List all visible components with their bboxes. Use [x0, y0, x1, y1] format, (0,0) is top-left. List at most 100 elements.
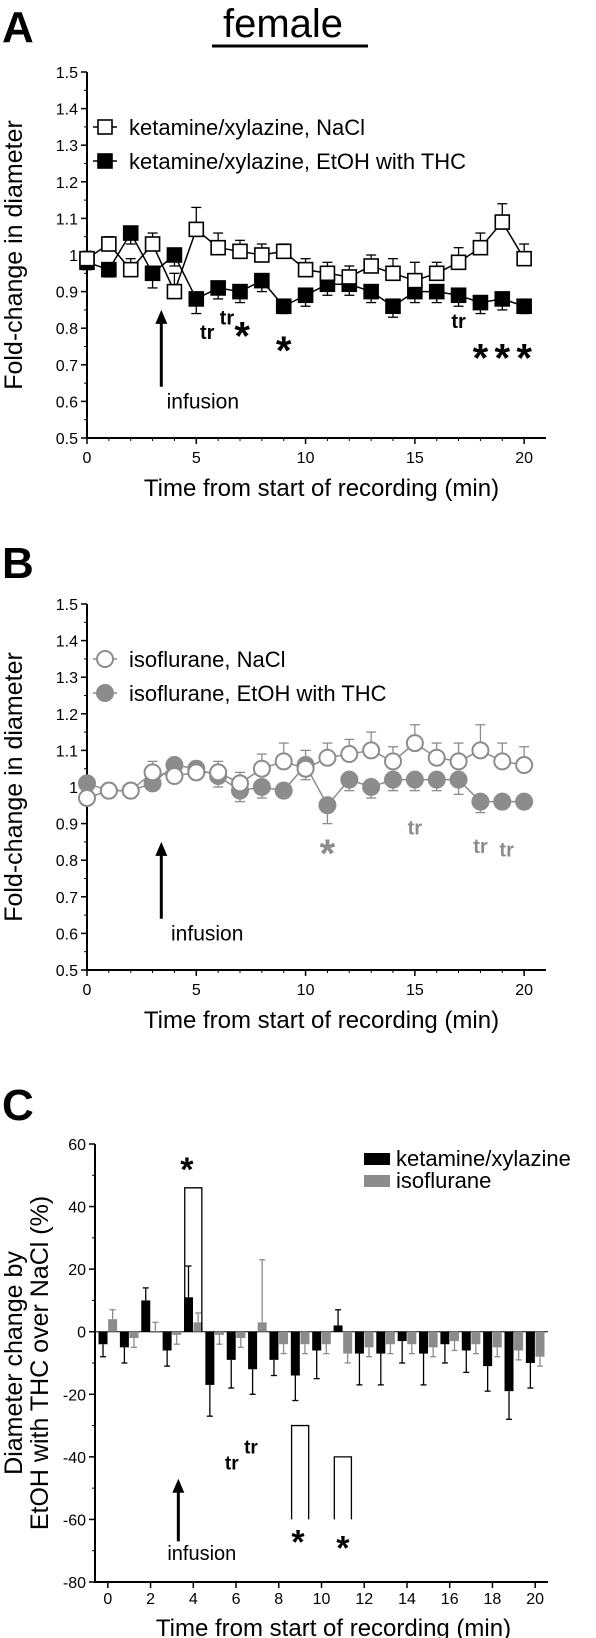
bar [385, 1331, 395, 1345]
panel-letter-a: A [2, 3, 34, 52]
significance-bracket [290, 1424, 310, 1520]
x-axis-label: Time from start of recording (min) [144, 1007, 499, 1034]
x-tick-label: 16 [441, 1591, 459, 1608]
y-tick-label: 0.7 [56, 358, 78, 375]
y-tick-label: 0.6 [56, 926, 78, 943]
axis-lines [94, 1144, 548, 1583]
y-tick-label: 1.2 [56, 175, 78, 192]
significance-marker: tr [451, 311, 466, 333]
data-point [362, 741, 381, 760]
x-tick-label: 0 [83, 982, 92, 999]
bar-series-0 [98, 1265, 535, 1420]
data-point [407, 272, 423, 289]
y-tick-label: 0.9 [56, 817, 78, 834]
bar [450, 1331, 460, 1342]
bar [333, 1325, 343, 1332]
x-tick-label: 8 [274, 1591, 283, 1608]
panel-a-chart: 0.5 0.6 0.7 0.8 0.9 1 1.1 1.2 1.3 1.4 1.5 0 5 10 15 20 T… [0, 65, 546, 502]
data-point [340, 745, 359, 764]
x-tick-label: 10 [313, 1591, 331, 1608]
legend-label: ketamine/xylazine, EtOH with THC [129, 149, 466, 174]
y-axis-label-line-2: EtOH with THC over NaCl (%) [26, 1196, 54, 1530]
x-tick-label: 12 [355, 1591, 373, 1608]
data-point [275, 243, 292, 260]
y-tick-label: 1.3 [56, 138, 78, 155]
data-point [494, 214, 511, 230]
x-tick-label: 0 [83, 450, 92, 467]
x-tick-label: 20 [526, 1591, 544, 1608]
bar [376, 1331, 386, 1354]
data-point [166, 283, 183, 300]
y-tick-label: 0.9 [56, 285, 78, 302]
bar-series-1 [108, 1259, 545, 1367]
data-point [363, 283, 379, 300]
data-point [516, 298, 532, 315]
bar [397, 1331, 407, 1342]
data-point [427, 770, 446, 789]
y-axis-label: Fold-change in diameter [0, 652, 28, 922]
legend-label: ketamine/xylazine [396, 1146, 571, 1171]
data-point [363, 258, 379, 274]
data-point [515, 756, 534, 775]
data-point [101, 261, 117, 278]
data-point [144, 265, 161, 282]
bar [407, 1331, 417, 1345]
y-tick-label: 0 [77, 1325, 86, 1342]
x-tick-label: 20 [515, 982, 533, 999]
panel-letter-c: C [2, 1081, 34, 1130]
y-tick-label: -60 [63, 1512, 86, 1529]
data-point [450, 287, 467, 304]
y-tick-label: 0.8 [56, 853, 78, 870]
bar [492, 1331, 502, 1348]
y-tick-label: 0.5 [56, 431, 78, 448]
y-tick-label: -40 [63, 1450, 86, 1467]
y-tick-label: -20 [63, 1387, 86, 1404]
legend-label: isoflurane [396, 1168, 491, 1193]
infusion-label: infusion [167, 391, 239, 414]
panel-letter-b: B [2, 539, 34, 588]
x-tick-label: 5 [192, 982, 201, 999]
bar [525, 1331, 535, 1363]
data-point [274, 752, 293, 771]
bar [504, 1331, 514, 1392]
data-point [405, 770, 424, 789]
bar [461, 1331, 471, 1351]
y-tick-label: -80 [63, 1575, 86, 1592]
bar [141, 1300, 151, 1332]
panel-c-chart: -80 -60 -40 -20 0 20 40 60 0 2 4 6 8 10 12 14 16 18 20 Time… [0, 1137, 571, 1638]
bar [514, 1331, 524, 1351]
significance-marker: * [336, 1530, 350, 1568]
infusion-label: infusion [171, 923, 243, 946]
x-tick-label: 10 [297, 982, 315, 999]
data-point [493, 792, 512, 811]
infusion-label: infusion [167, 1543, 236, 1565]
bar [98, 1331, 108, 1345]
bar [354, 1331, 364, 1354]
legend-label: isoflurane, EtOH with THC [129, 681, 387, 706]
y-tick-label: 1.1 [56, 211, 78, 228]
bar [290, 1331, 300, 1376]
data-point [254, 247, 270, 263]
bar [535, 1331, 545, 1357]
bar [150, 1331, 160, 1333]
legend-marker [96, 650, 114, 668]
bar [343, 1331, 353, 1354]
significance-bracket [184, 1187, 203, 1332]
infusion-arrow-head [172, 1478, 185, 1493]
significance-bracket [333, 1456, 353, 1520]
legend-marker [97, 153, 113, 169]
bar [269, 1331, 279, 1360]
y-tick-label: 1.4 [56, 634, 78, 651]
y-tick-label: 0.7 [56, 890, 78, 907]
significance-marker: tr [225, 1453, 239, 1474]
data-point [296, 759, 315, 778]
bar [129, 1331, 139, 1338]
x-tick-label: 18 [484, 1591, 502, 1608]
significance-marker: tr [220, 308, 235, 330]
data-point [188, 291, 205, 307]
data-point [254, 272, 270, 289]
data-point [297, 287, 314, 304]
data-point [297, 261, 314, 278]
data-point [275, 298, 292, 315]
